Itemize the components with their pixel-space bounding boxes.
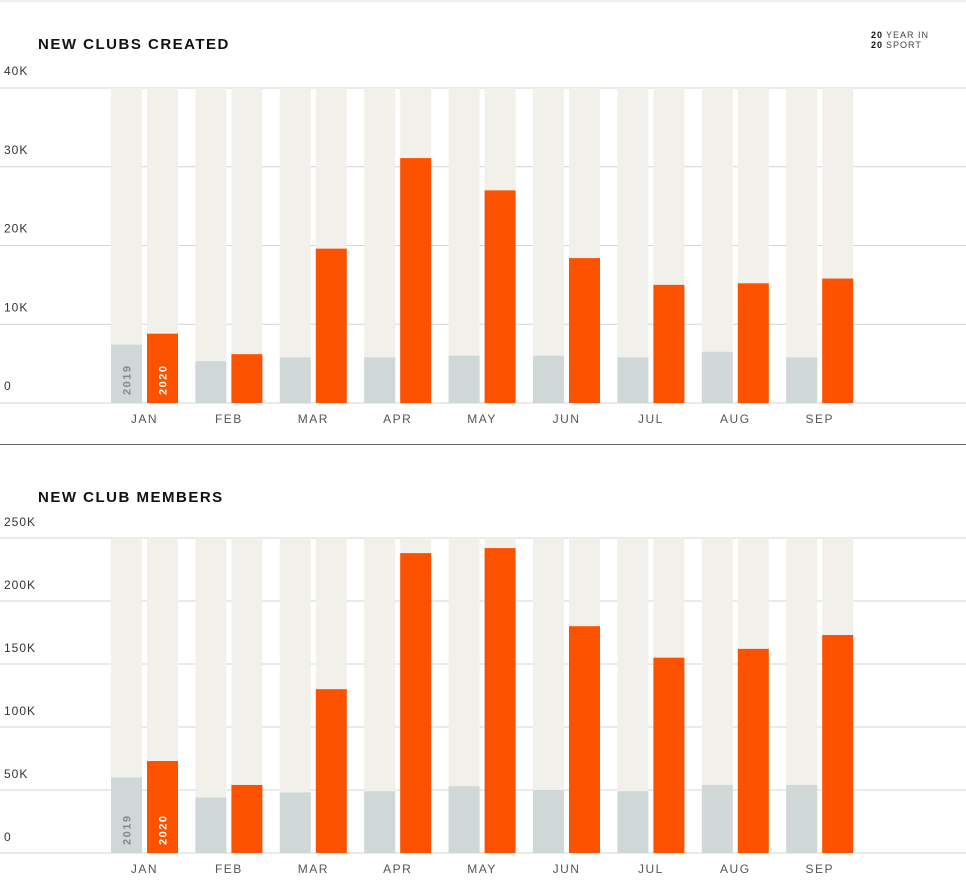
bar-2019 [533, 355, 564, 403]
chart-title: NEW CLUB MEMBERS [38, 489, 224, 506]
legend-label-2019: 2019 [122, 365, 134, 395]
legend-label-2020: 2020 [158, 815, 170, 845]
bar-track [448, 88, 480, 403]
bar-2019 [448, 355, 480, 403]
bar-track [231, 88, 263, 403]
bar-track [533, 88, 564, 403]
x-tick-label: SEP [805, 862, 834, 876]
bar-track [195, 88, 227, 403]
bar-2020 [737, 648, 769, 853]
x-tick-label: JAN [131, 412, 158, 426]
x-tick-label: JUL [638, 412, 664, 426]
x-tick-label: MAY [467, 412, 497, 426]
bar-2019 [111, 777, 142, 853]
bar-chart-clubs-created: 0 10K 20K 30K 40K JAN 2019 2020 FEB MAR APR MAY JUN J… [0, 64, 966, 426]
x-tick-label: JUN [553, 412, 581, 426]
bar-track [364, 88, 396, 403]
y-tick-label: 30K [4, 143, 28, 157]
bar-2019 [701, 351, 733, 403]
bar-2020 [400, 158, 432, 403]
legend-label-2019: 2019 [122, 815, 134, 845]
y-tick-label: 100K [4, 704, 36, 718]
bar-2019 [617, 357, 649, 403]
legend-label-2020: 2020 [158, 365, 170, 395]
bar-2020 [822, 635, 854, 853]
y-tick-label: 250K [4, 515, 36, 529]
bar-2019 [533, 790, 564, 853]
x-tick-label: FEB [215, 862, 243, 876]
bar-2019 [195, 361, 227, 403]
x-tick-label: AUG [720, 862, 751, 876]
bar-2020 [315, 689, 347, 853]
bar-2020 [569, 626, 600, 853]
y-tick-label: 0 [4, 830, 12, 844]
bar-2020 [737, 283, 769, 403]
brand-line-1: 20 YEAR IN [871, 30, 929, 40]
x-tick-label: JUN [553, 862, 581, 876]
brand-line-2: 20 SPORT [871, 40, 929, 50]
x-tick-label: APR [383, 412, 412, 426]
bar-2019 [364, 357, 396, 403]
y-tick-label: 10K [4, 300, 28, 314]
y-tick-label: 150K [4, 641, 36, 655]
bar-2020 [147, 333, 178, 403]
bar-2020 [231, 784, 263, 853]
y-tick-label: 50K [4, 767, 28, 781]
y-tick-label: 20K [4, 222, 28, 236]
x-tick-label: JAN [131, 862, 158, 876]
y-tick-label: 200K [4, 578, 36, 592]
brand-logo: 20 YEAR IN 20 SPORT [871, 30, 929, 50]
bar-2019 [448, 786, 480, 853]
bar-2020 [484, 548, 516, 853]
bar-2019 [617, 791, 649, 853]
bar-2020 [653, 284, 685, 403]
x-tick-label: FEB [215, 412, 243, 426]
bar-track [786, 88, 818, 403]
brand-text-1: YEAR IN [886, 30, 930, 40]
bar-2019 [111, 344, 142, 403]
bar-track [701, 88, 733, 403]
y-tick-label: 0 [4, 379, 12, 393]
bar-2019 [786, 784, 818, 853]
section-divider [0, 444, 966, 445]
x-tick-label: APR [383, 862, 412, 876]
x-tick-label: JUL [638, 862, 664, 876]
bar-2019 [364, 791, 396, 853]
x-tick-label: MAR [298, 862, 329, 876]
x-tick-label: MAY [467, 862, 497, 876]
bar-2020 [822, 278, 854, 403]
brand-num-1: 20 [871, 30, 884, 40]
bar-2019 [701, 784, 733, 853]
bar-track [279, 88, 311, 403]
brand-text-2: SPORT [886, 40, 922, 50]
bar-2020 [653, 657, 685, 853]
x-tick-label: MAR [298, 412, 329, 426]
chart-title: NEW CLUBS CREATED [38, 36, 230, 53]
bar-2019 [195, 797, 227, 853]
x-tick-label: SEP [805, 412, 834, 426]
bar-2020 [484, 190, 516, 403]
x-tick-label: AUG [720, 412, 751, 426]
bar-2019 [279, 792, 311, 853]
bar-2020 [400, 553, 432, 853]
bar-2020 [231, 354, 263, 403]
top-border [0, 0, 966, 2]
bar-2020 [569, 258, 600, 403]
brand-num-2: 20 [871, 40, 884, 50]
bar-2019 [279, 357, 311, 403]
y-tick-label: 40K [4, 64, 28, 78]
bar-track [617, 88, 649, 403]
bar-2020 [147, 761, 178, 853]
bar-2020 [315, 248, 347, 403]
bar-2019 [786, 357, 818, 403]
